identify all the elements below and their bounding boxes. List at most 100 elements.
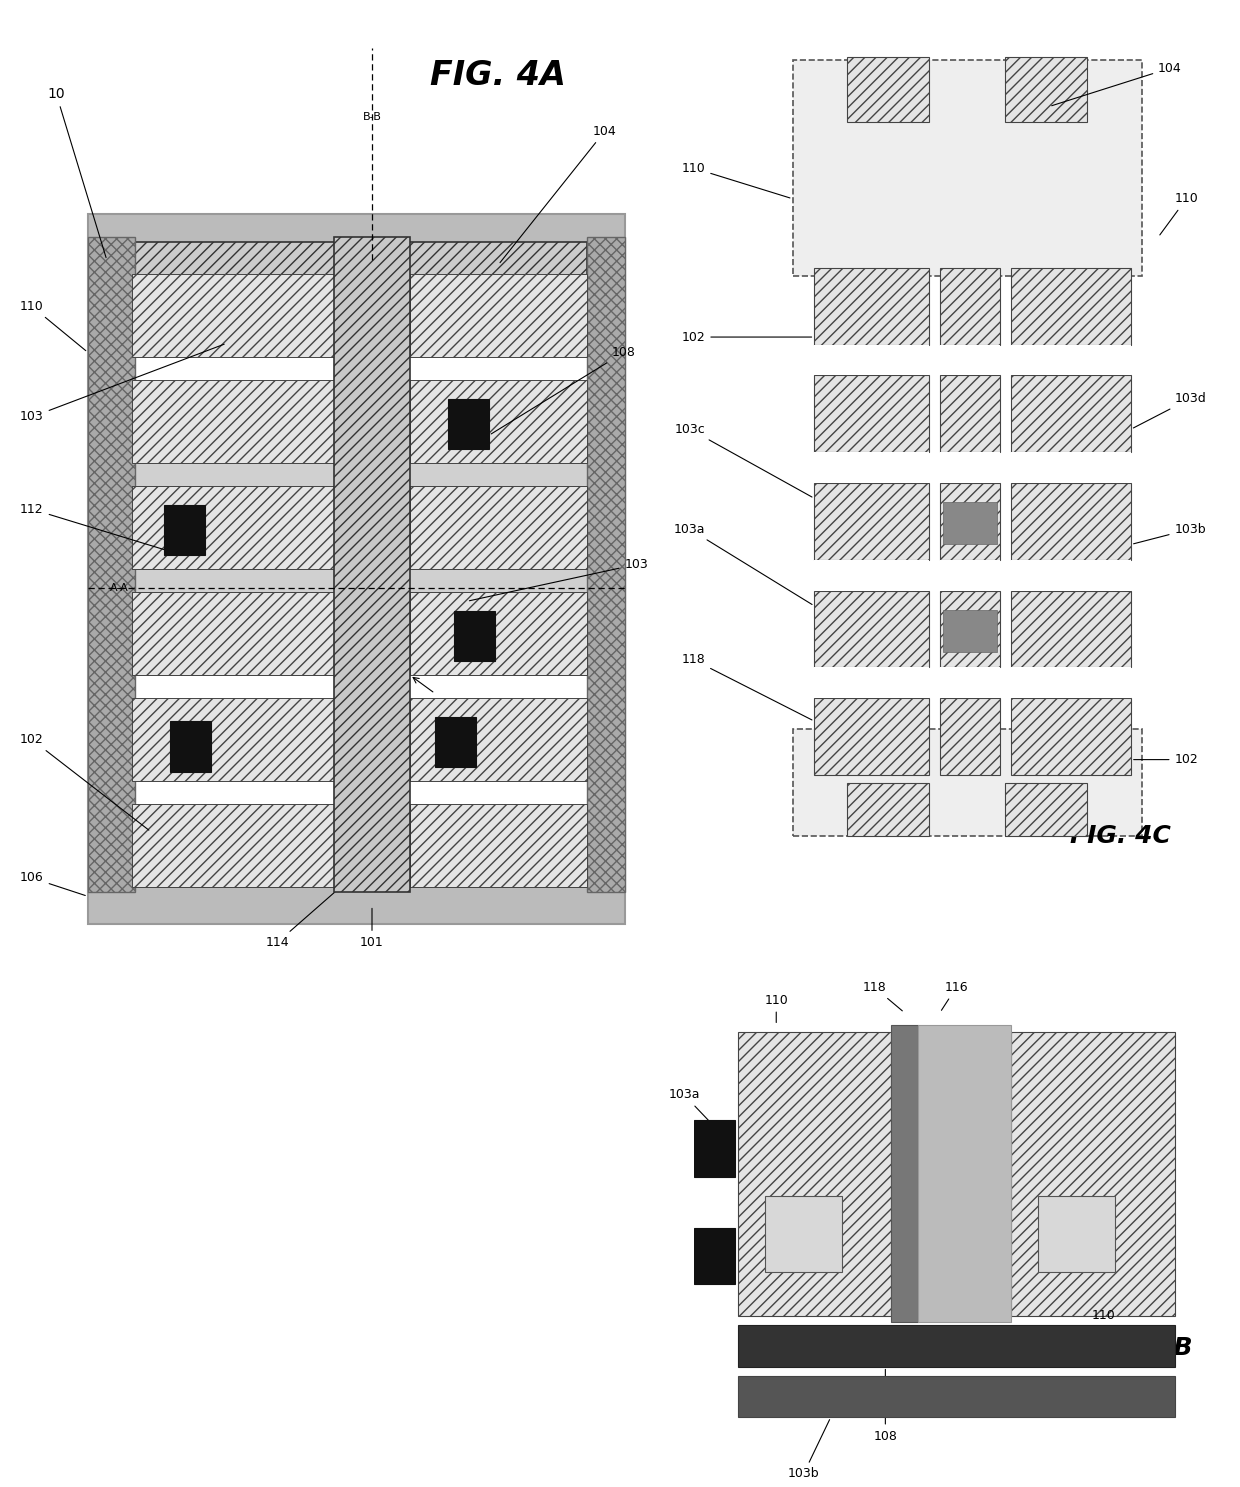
Bar	[765, 1196, 842, 1271]
Bar	[334, 238, 410, 892]
Text: 103a: 103a	[668, 1088, 733, 1146]
Bar	[942, 610, 997, 653]
Text: 104: 104	[1052, 61, 1182, 106]
Bar	[133, 699, 334, 781]
Text: 102: 102	[20, 733, 149, 830]
Text: 103a: 103a	[673, 522, 812, 605]
Bar	[940, 375, 999, 452]
Bar	[410, 592, 587, 675]
Text: 116: 116	[941, 981, 968, 1010]
Text: 103: 103	[20, 343, 224, 424]
Bar	[815, 452, 929, 483]
Bar	[1011, 345, 1131, 376]
Bar	[410, 381, 587, 462]
Text: 102: 102	[682, 330, 812, 343]
Bar	[133, 242, 587, 888]
Bar	[435, 717, 476, 767]
Bar	[133, 274, 334, 357]
Bar	[133, 436, 334, 629]
Bar	[815, 561, 929, 590]
Text: 108: 108	[873, 1370, 898, 1442]
Bar	[847, 57, 929, 122]
Bar	[815, 590, 929, 668]
Text: 110: 110	[1091, 1310, 1116, 1322]
Bar	[815, 668, 929, 699]
Text: 118: 118	[863, 981, 903, 1011]
Text: 112: 112	[20, 503, 180, 555]
Bar	[410, 486, 587, 570]
Bar	[940, 699, 999, 775]
Bar	[410, 436, 587, 629]
Text: 114: 114	[265, 889, 339, 949]
Text: 104: 104	[500, 125, 616, 263]
Text: 110: 110	[1159, 192, 1198, 235]
Text: FIG. 4C: FIG. 4C	[1070, 824, 1171, 849]
Bar	[940, 668, 999, 699]
Bar	[133, 592, 334, 675]
Text: 103b: 103b	[1133, 522, 1207, 544]
Text: 103b: 103b	[787, 1420, 830, 1481]
Text: 110: 110	[682, 162, 790, 198]
Bar	[1011, 375, 1131, 452]
Bar	[1006, 57, 1087, 122]
Bar	[738, 1375, 1174, 1417]
Bar	[940, 561, 999, 590]
Bar	[694, 1228, 735, 1285]
Text: FIG. 4A: FIG. 4A	[430, 59, 567, 92]
Bar	[410, 486, 587, 570]
Text: 110: 110	[20, 300, 86, 351]
Bar	[815, 345, 929, 376]
Text: 103c: 103c	[675, 422, 812, 497]
Bar	[1011, 699, 1131, 775]
Bar	[454, 611, 495, 662]
Bar	[133, 486, 334, 570]
Bar	[940, 268, 999, 345]
Bar	[792, 61, 1142, 275]
Bar	[133, 242, 587, 288]
Bar	[1011, 483, 1131, 561]
Bar	[940, 452, 999, 483]
Bar	[1038, 1196, 1115, 1271]
Bar	[1011, 1032, 1174, 1316]
Bar	[847, 782, 929, 836]
Bar	[587, 238, 625, 892]
Bar	[1011, 668, 1131, 699]
Bar	[890, 1026, 918, 1322]
Text: 102: 102	[1133, 752, 1198, 766]
Text: 110: 110	[764, 993, 789, 1023]
Bar	[164, 504, 205, 555]
Bar	[410, 804, 587, 888]
Bar	[448, 399, 489, 449]
Bar	[88, 238, 135, 892]
Bar	[694, 1120, 735, 1178]
Bar	[133, 846, 587, 888]
Bar	[1011, 452, 1131, 483]
Text: 108: 108	[491, 346, 636, 434]
Bar	[410, 699, 587, 781]
Bar	[170, 721, 211, 772]
Bar	[133, 592, 334, 675]
Bar	[410, 592, 587, 675]
Bar	[133, 804, 334, 888]
Text: 101: 101	[360, 909, 384, 949]
Text: 106: 106	[20, 871, 86, 895]
Text: 103: 103	[470, 558, 649, 601]
Bar	[815, 375, 929, 452]
Bar	[1011, 561, 1131, 590]
Text: A-A: A-A	[110, 583, 129, 592]
Text: 118: 118	[682, 653, 812, 720]
Bar	[133, 486, 334, 570]
Bar	[918, 1026, 1011, 1322]
Bar	[815, 699, 929, 775]
Bar	[940, 483, 999, 561]
Bar	[940, 345, 999, 376]
Bar	[940, 590, 999, 668]
Bar	[1006, 782, 1087, 836]
Bar	[942, 503, 997, 544]
Bar	[88, 214, 625, 923]
Bar	[738, 1032, 890, 1316]
Text: 10: 10	[47, 88, 107, 257]
Bar	[133, 381, 334, 462]
Bar	[738, 1325, 1174, 1367]
Bar	[1011, 590, 1131, 668]
